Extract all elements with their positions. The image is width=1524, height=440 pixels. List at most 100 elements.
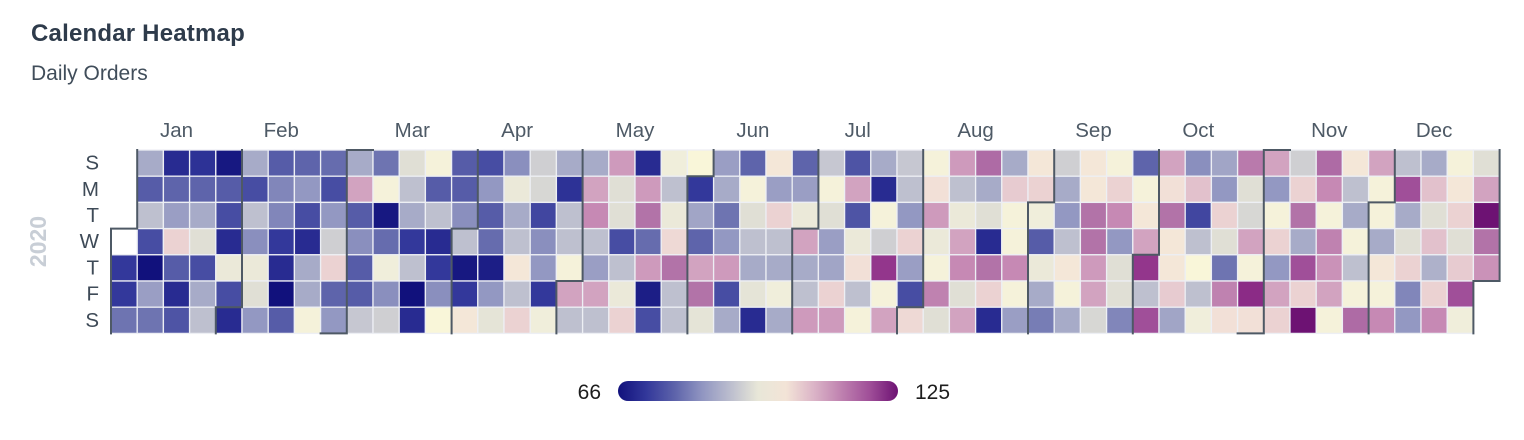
heatmap-cell[interactable]: [712, 227, 741, 256]
heatmap-cell[interactable]: [896, 280, 924, 308]
heatmap-cell[interactable]: [739, 227, 767, 256]
heatmap-cell[interactable]: [1236, 149, 1265, 177]
heatmap-cell[interactable]: [424, 254, 453, 282]
heatmap-cell[interactable]: [739, 201, 767, 230]
heatmap-cell[interactable]: [1236, 280, 1265, 308]
heatmap-cell[interactable]: [450, 175, 479, 204]
heatmap-cell[interactable]: [136, 254, 165, 282]
heatmap-cell[interactable]: [503, 227, 531, 256]
heatmap-cell[interactable]: [1341, 149, 1370, 177]
heatmap-cell[interactable]: [1446, 227, 1475, 256]
heatmap-cell[interactable]: [1210, 306, 1239, 335]
heatmap-cell[interactable]: [1132, 227, 1160, 256]
heatmap-cell[interactable]: [450, 306, 479, 335]
heatmap-cell[interactable]: [555, 254, 584, 282]
heatmap-cell[interactable]: [477, 201, 505, 230]
heatmap-cell[interactable]: [1236, 175, 1265, 204]
heatmap-cell[interactable]: [660, 175, 689, 204]
heatmap-cell[interactable]: [581, 201, 610, 230]
heatmap-cell[interactable]: [686, 306, 715, 335]
heatmap-cell[interactable]: [739, 175, 767, 204]
heatmap-cell[interactable]: [162, 227, 191, 256]
heatmap-cell[interactable]: [1184, 280, 1213, 308]
heatmap-cell[interactable]: [791, 306, 820, 335]
heatmap-cell[interactable]: [424, 175, 453, 204]
heatmap-cell[interactable]: [1472, 175, 1501, 204]
heatmap-cell[interactable]: [1158, 306, 1186, 335]
heatmap-cell[interactable]: [1001, 149, 1029, 177]
heatmap-cell[interactable]: [896, 227, 924, 256]
heatmap-cell[interactable]: [398, 149, 427, 177]
heatmap-cell[interactable]: [1394, 149, 1422, 177]
heatmap-cell[interactable]: [319, 306, 348, 335]
heatmap-cell[interactable]: [1367, 149, 1396, 177]
heatmap-cell[interactable]: [529, 306, 558, 335]
heatmap-cell[interactable]: [1446, 280, 1475, 308]
heatmap-cell[interactable]: [1079, 201, 1108, 230]
heatmap-cell[interactable]: [948, 306, 977, 335]
heatmap-cell[interactable]: [1394, 175, 1422, 204]
heatmap-cell[interactable]: [870, 254, 898, 282]
heatmap-cell[interactable]: [581, 149, 610, 177]
heatmap-cell[interactable]: [398, 306, 427, 335]
heatmap-cell[interactable]: [660, 254, 689, 282]
heatmap-cell[interactable]: [450, 149, 479, 177]
heatmap-cell[interactable]: [529, 175, 558, 204]
heatmap-cell[interactable]: [974, 254, 1003, 282]
heatmap-cell[interactable]: [241, 280, 269, 308]
heatmap-cell[interactable]: [1053, 227, 1082, 256]
heatmap-cell[interactable]: [686, 149, 715, 177]
heatmap-cell[interactable]: [450, 201, 479, 230]
heatmap-cell[interactable]: [450, 280, 479, 308]
heatmap-cell[interactable]: [293, 254, 322, 282]
heatmap-cell[interactable]: [215, 149, 243, 177]
heatmap-cell[interactable]: [1394, 306, 1422, 335]
heatmap-cell[interactable]: [660, 201, 689, 230]
heatmap-cell[interactable]: [1027, 201, 1055, 230]
heatmap-cell[interactable]: [634, 227, 662, 256]
heatmap-cell[interactable]: [765, 149, 793, 177]
heatmap-cell[interactable]: [817, 175, 846, 204]
heatmap-cell[interactable]: [372, 306, 400, 335]
heatmap-cell[interactable]: [608, 254, 636, 282]
heatmap-cell[interactable]: [188, 201, 217, 230]
heatmap-cell[interactable]: [346, 149, 374, 177]
heatmap-cell[interactable]: [503, 254, 531, 282]
heatmap-cell[interactable]: [1341, 280, 1370, 308]
heatmap-cell[interactable]: [1158, 254, 1186, 282]
heatmap-cell[interactable]: [319, 280, 348, 308]
heatmap-cell[interactable]: [686, 201, 715, 230]
heatmap-cell[interactable]: [896, 306, 924, 335]
heatmap-cell[interactable]: [372, 175, 400, 204]
heatmap-cell[interactable]: [1394, 254, 1422, 282]
heatmap-cell[interactable]: [1367, 280, 1396, 308]
heatmap-cell[interactable]: [581, 175, 610, 204]
heatmap-cell[interactable]: [817, 149, 846, 177]
heatmap-cell[interactable]: [1289, 254, 1317, 282]
heatmap-cell[interactable]: [608, 280, 636, 308]
heatmap-cell[interactable]: [1420, 175, 1448, 204]
heatmap-cell[interactable]: [555, 227, 584, 256]
heatmap-cell[interactable]: [974, 175, 1003, 204]
heatmap-cell[interactable]: [1263, 280, 1291, 308]
heatmap-cell[interactable]: [319, 175, 348, 204]
heatmap-cell[interactable]: [398, 254, 427, 282]
heatmap-cell[interactable]: [346, 175, 374, 204]
heatmap-cell[interactable]: [765, 306, 793, 335]
heatmap-cell[interactable]: [843, 280, 872, 308]
heatmap-cell[interactable]: [922, 306, 951, 335]
heatmap-cell[interactable]: [922, 175, 951, 204]
heatmap-cell[interactable]: [372, 201, 400, 230]
heatmap-cell[interactable]: [1289, 175, 1317, 204]
heatmap-cell[interactable]: [1027, 227, 1055, 256]
heatmap-cell[interactable]: [267, 175, 296, 204]
heatmap-cell[interactable]: [267, 227, 296, 256]
heatmap-cell[interactable]: [503, 306, 531, 335]
heatmap-cell[interactable]: [686, 280, 715, 308]
heatmap-cell[interactable]: [1184, 201, 1213, 230]
heatmap-cell[interactable]: [1079, 227, 1108, 256]
heatmap-cell[interactable]: [791, 175, 820, 204]
heatmap-cell[interactable]: [817, 306, 846, 335]
heatmap-cell[interactable]: [1394, 280, 1422, 308]
heatmap-cell[interactable]: [1341, 227, 1370, 256]
